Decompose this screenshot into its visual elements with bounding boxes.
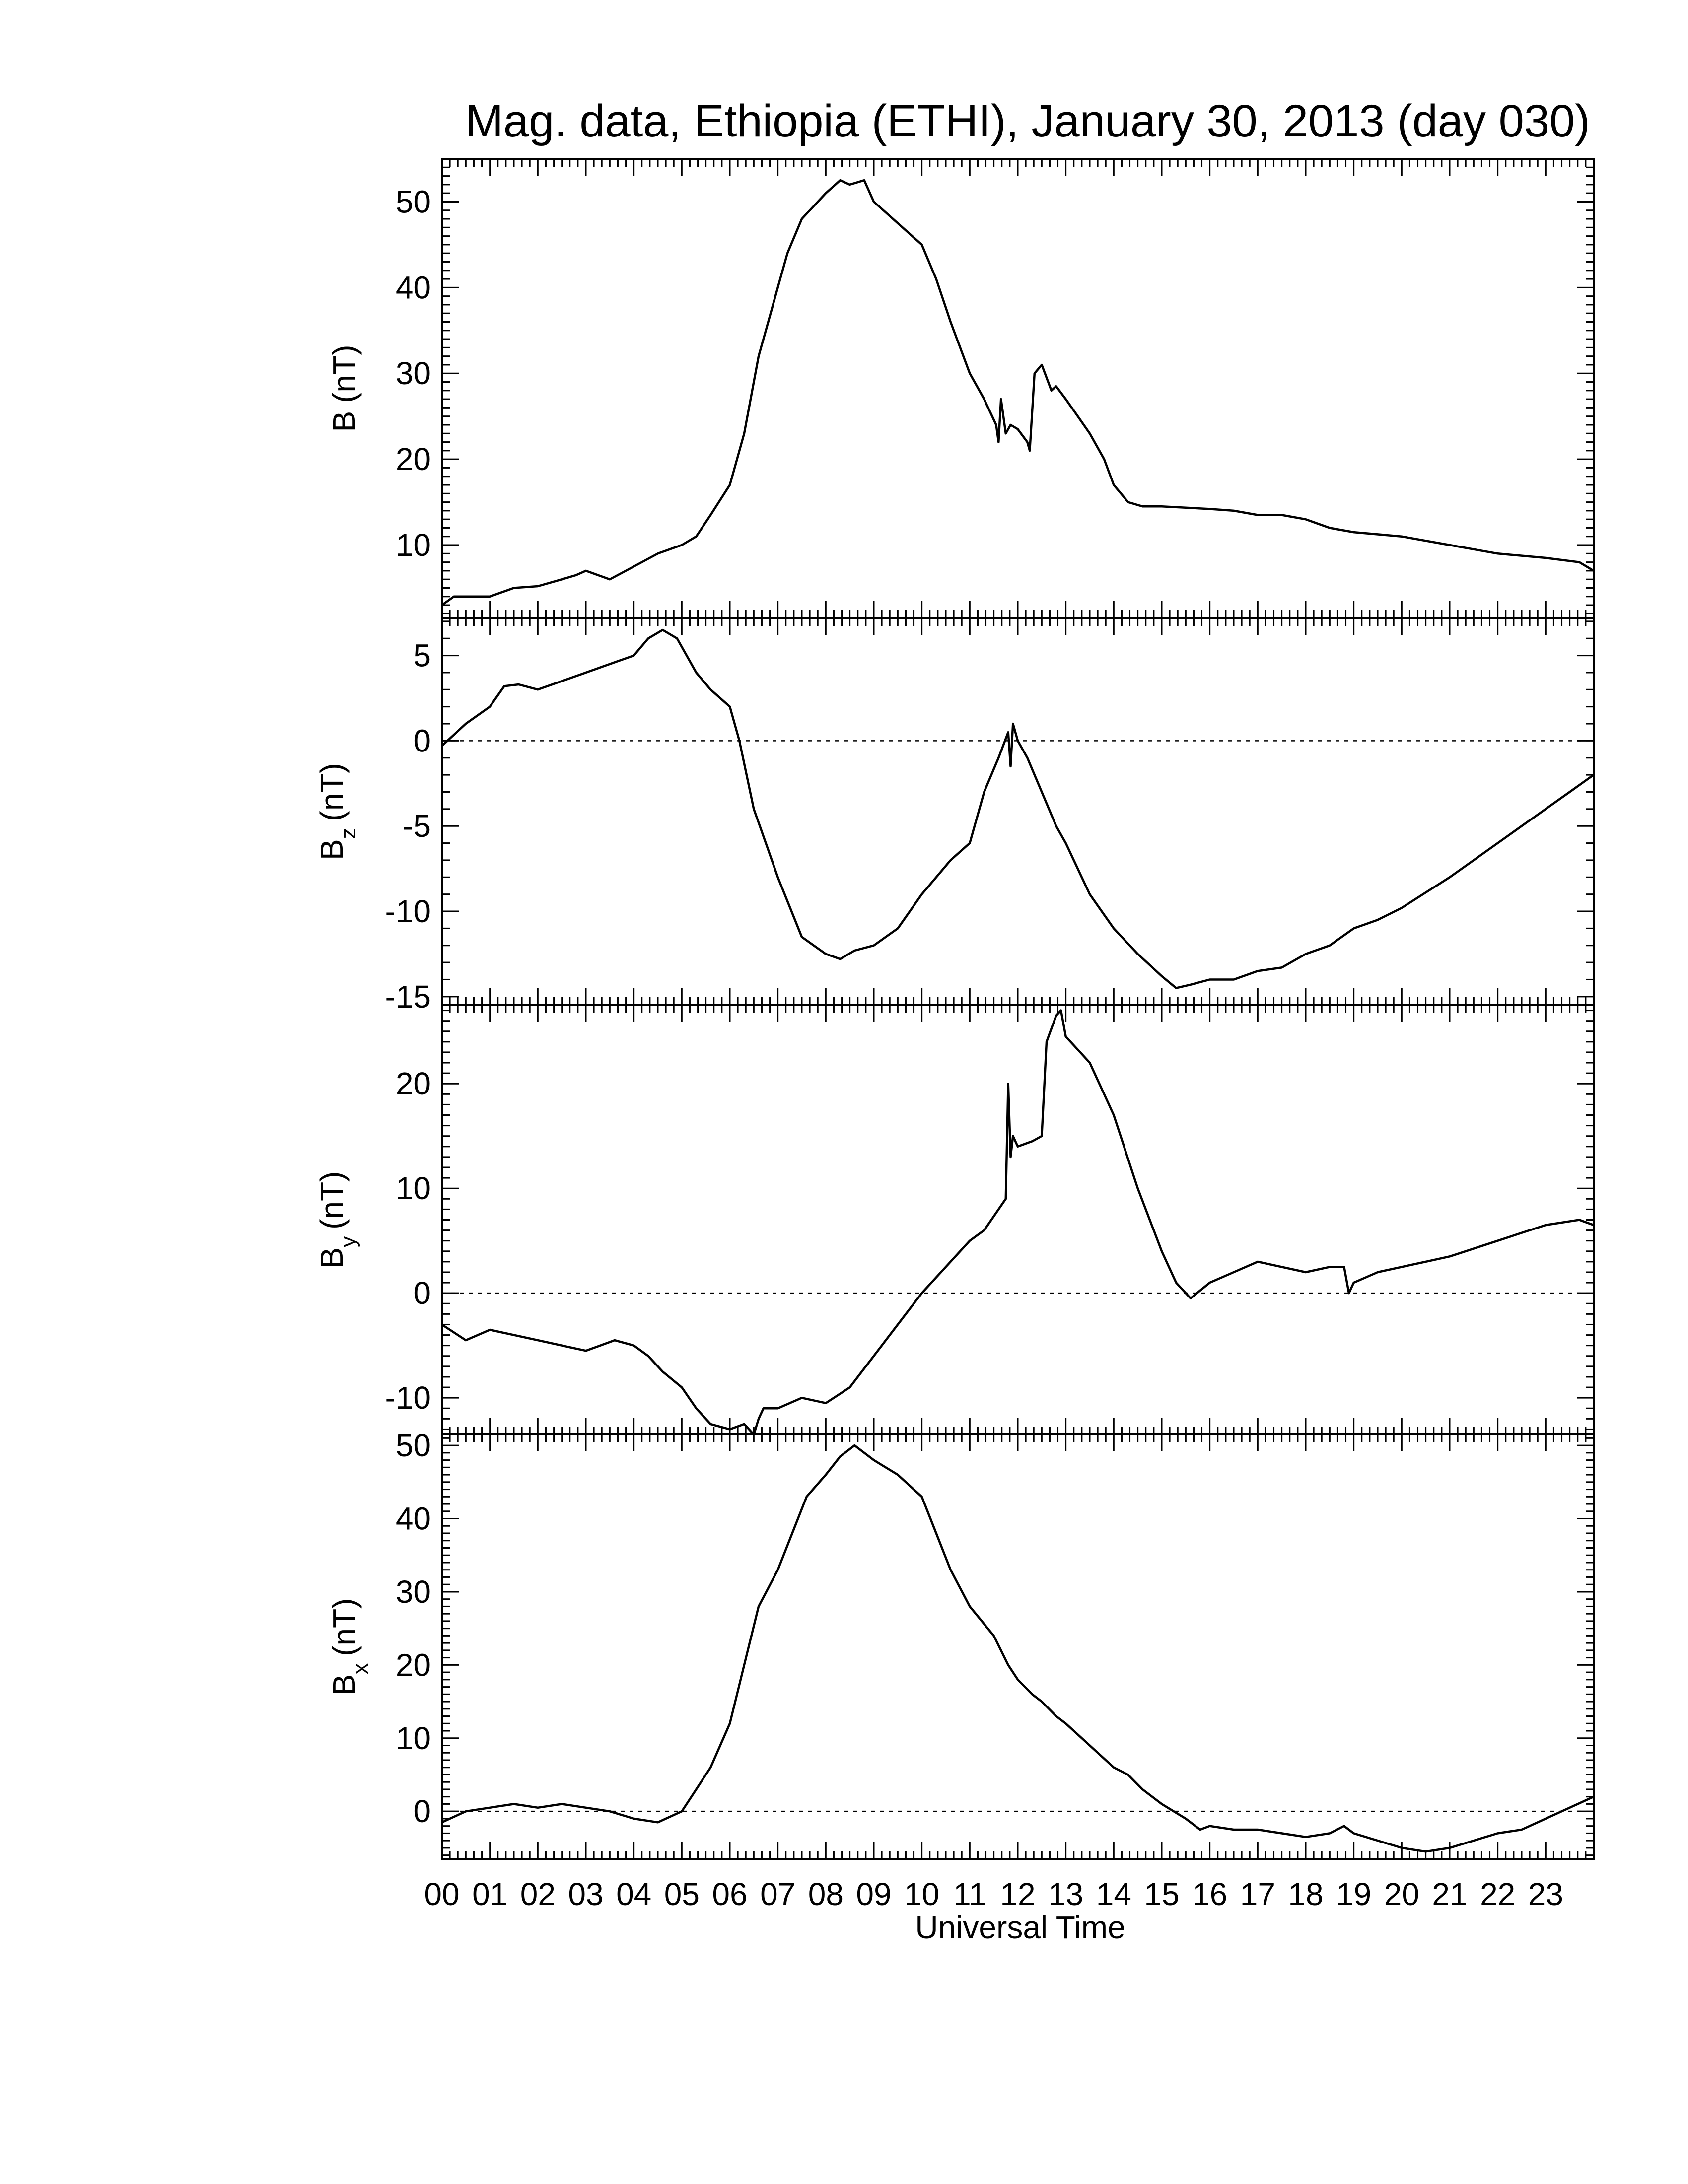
y-axis-label-unit: (nT) bbox=[314, 763, 350, 821]
y-tick-label-Bz: 5 bbox=[413, 638, 431, 674]
y-tick-label-By: 20 bbox=[396, 1066, 431, 1101]
y-tick-label-Bx: 10 bbox=[396, 1720, 431, 1756]
y-tick-label-By: 0 bbox=[413, 1275, 431, 1311]
y-tick-label-Bz: 0 bbox=[413, 723, 431, 758]
y-tick-label-Bz: -15 bbox=[385, 979, 431, 1015]
y-axis-label-unit: (nT) bbox=[314, 1171, 350, 1229]
y-axis-label-B: B (nT) bbox=[326, 345, 362, 432]
panel-Bx: 0 10 20 30 40 50 Bx (nT) bbox=[326, 1428, 1595, 1860]
x-tick-label: 07 bbox=[760, 1876, 795, 1912]
x-tick-label: 22 bbox=[1480, 1876, 1515, 1912]
y-tick-label-Bx: 20 bbox=[396, 1647, 431, 1683]
x-tick-label: 19 bbox=[1336, 1876, 1371, 1912]
chart-title: Mag. data, Ethiopia (ETHI), January 30, … bbox=[465, 96, 1590, 146]
y-tick-label-Bx: 30 bbox=[396, 1574, 431, 1610]
x-tick-label: 10 bbox=[904, 1876, 939, 1912]
y-axis-label-By: By (nT) bbox=[314, 1171, 360, 1269]
series-line-B bbox=[441, 179, 1595, 606]
y-tick-label-B: 30 bbox=[396, 355, 431, 391]
y-tick-label-Bx: 50 bbox=[396, 1428, 431, 1463]
x-tick-label: 03 bbox=[568, 1876, 603, 1912]
panel-frame-B bbox=[441, 158, 1595, 619]
x-tick-label: 17 bbox=[1240, 1876, 1275, 1912]
y-tick-label-B: 40 bbox=[396, 270, 431, 305]
panel-B: 10 20 30 40 50 B (nT) bbox=[326, 158, 1595, 619]
y-axis-label-sub: z bbox=[336, 828, 360, 839]
x-tick-label: 06 bbox=[712, 1876, 747, 1912]
y-axis-label-main: B bbox=[326, 1674, 362, 1696]
y-tick-label-B: 10 bbox=[396, 527, 431, 563]
panel-Bz: -15 -10 -5 0 5 Bz (nT) bbox=[314, 617, 1595, 1015]
y-axis-label-sub: y bbox=[336, 1236, 360, 1247]
y-axis-label-main: B bbox=[314, 839, 350, 860]
y-axis-label-Bz: Bz (nT) bbox=[314, 763, 360, 860]
x-tick-label: 05 bbox=[664, 1876, 700, 1912]
panel-By: -10 0 10 20 By (nT) bbox=[314, 1004, 1595, 1436]
y-tick-label-Bx: 0 bbox=[413, 1793, 431, 1829]
x-tick-label: 08 bbox=[808, 1876, 844, 1912]
x-tick-label: 23 bbox=[1528, 1876, 1563, 1912]
x-tick-label: 00 bbox=[424, 1876, 459, 1912]
x-tick-label: 01 bbox=[472, 1876, 507, 1912]
y-axis-label-sub: x bbox=[349, 1663, 373, 1674]
y-axis-label-unit: (nT) bbox=[326, 345, 362, 403]
y-tick-label-By: 10 bbox=[396, 1170, 431, 1206]
series-line-Bx bbox=[441, 1444, 1594, 1853]
x-tick-label: 02 bbox=[520, 1876, 556, 1912]
series-line-Bz bbox=[441, 628, 1595, 989]
x-tick-label: 13 bbox=[1048, 1876, 1083, 1912]
y-tick-label-Bz: -5 bbox=[403, 808, 431, 844]
x-tick-label: 14 bbox=[1096, 1876, 1131, 1912]
y-axis-label-unit: (nT) bbox=[326, 1598, 362, 1656]
y-tick-label-B: 50 bbox=[396, 184, 431, 219]
x-tick-label: 11 bbox=[953, 1876, 986, 1912]
y-axis-label-main: B bbox=[314, 1247, 350, 1269]
x-tick-label: 12 bbox=[1000, 1876, 1035, 1912]
x-tick-label: 15 bbox=[1144, 1876, 1179, 1912]
y-tick-label-By: -10 bbox=[385, 1380, 431, 1416]
panel-frame-By bbox=[441, 1004, 1595, 1435]
x-tick-label: 20 bbox=[1384, 1876, 1419, 1912]
panel-frame-Bx bbox=[441, 1433, 1595, 1860]
x-tick-label: 21 bbox=[1432, 1876, 1467, 1912]
x-tick-labels: 00 01 02 03 04 05 06 07 08 09 10 11 12 13 14 15 16 17 18 19… bbox=[424, 1876, 1563, 1912]
y-tick-label-Bz: -10 bbox=[385, 893, 431, 929]
series-line-By bbox=[441, 1009, 1594, 1436]
y-tick-label-Bx: 40 bbox=[396, 1501, 431, 1537]
panel-frame-Bz bbox=[441, 617, 1595, 1006]
x-tick-label: 16 bbox=[1192, 1876, 1227, 1912]
x-tick-label: 18 bbox=[1288, 1876, 1323, 1912]
panels-group: 10 20 30 40 50 B (nT) -15 -10 -5 0 5 Bz (nT) -10 0 10 20 B… bbox=[314, 158, 1595, 1860]
y-tick-label-B: 20 bbox=[396, 441, 431, 477]
x-tick-label: 09 bbox=[856, 1876, 891, 1912]
y-axis-label-Bx: Bx (nT) bbox=[326, 1598, 373, 1696]
y-axis-label-main: B bbox=[326, 411, 362, 432]
x-axis-label: Universal Time bbox=[915, 1910, 1125, 1945]
x-tick-label: 04 bbox=[616, 1876, 651, 1912]
